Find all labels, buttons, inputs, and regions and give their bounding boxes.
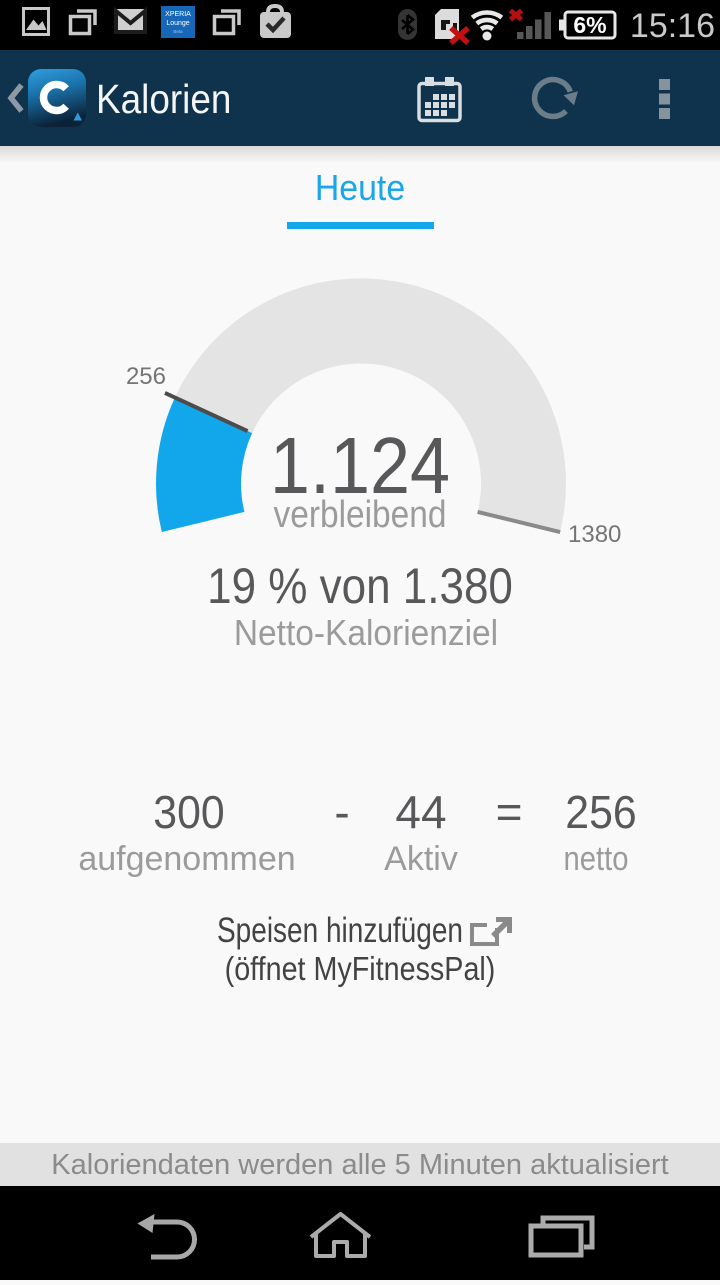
svg-text:XPERIA: XPERIA — [165, 11, 191, 18]
svg-text:6%: 6% — [573, 12, 606, 38]
svg-text:Lounge: Lounge — [166, 20, 189, 27]
svg-text:Beta: Beta — [173, 29, 183, 34]
svg-text:256: 256 — [126, 363, 166, 390]
svg-text:15:16: 15:16 — [630, 7, 715, 45]
svg-text:1380: 1380 — [568, 521, 621, 548]
